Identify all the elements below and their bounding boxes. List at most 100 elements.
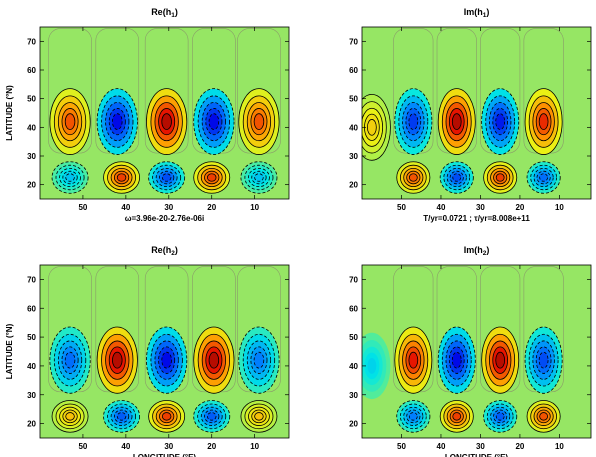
panel-3: 50 40 30 20 10 20 30 40 50 60 70 Re(h2) LATITUDE (°N… bbox=[5, 245, 290, 457]
x-tick-label: 50 bbox=[397, 442, 406, 451]
x-tick-label: 20 bbox=[207, 442, 216, 451]
upper-cell-3 bbox=[437, 326, 476, 394]
x-tick-label: 10 bbox=[250, 203, 259, 212]
x-tick-label: 30 bbox=[164, 442, 173, 451]
plot-frame bbox=[39, 264, 290, 439]
lower-cell-3 bbox=[148, 161, 186, 194]
y-tick-label: 60 bbox=[349, 304, 358, 313]
upper-cell-4 bbox=[481, 326, 520, 394]
lower-cell-4 bbox=[526, 161, 561, 194]
lower-cell-3 bbox=[483, 161, 518, 194]
lower-cell-2 bbox=[439, 400, 474, 433]
x-tick-label: 30 bbox=[164, 203, 173, 212]
plot-frame bbox=[361, 264, 592, 439]
panel-title: Re(h1) bbox=[151, 7, 178, 19]
upper-cell-3 bbox=[146, 326, 188, 394]
y-tick-label: 50 bbox=[349, 333, 358, 342]
y-tick-label: 20 bbox=[349, 420, 358, 429]
y-tick-label: 30 bbox=[349, 391, 358, 400]
lower-cell-4 bbox=[193, 161, 231, 194]
upper-cell-5 bbox=[524, 88, 563, 155]
y-tick-label: 40 bbox=[27, 362, 36, 371]
y-tick-label: 70 bbox=[349, 37, 358, 46]
upper-cell-2 bbox=[96, 326, 138, 394]
y-tick-label: 40 bbox=[349, 123, 358, 132]
lower-cell-4 bbox=[193, 400, 231, 433]
lower-cell-1 bbox=[396, 161, 431, 194]
lower-cell-2 bbox=[439, 161, 474, 194]
lower-cell-5 bbox=[240, 161, 278, 194]
y-tick-label: 50 bbox=[349, 95, 358, 104]
y-tick-label: 30 bbox=[27, 391, 36, 400]
x-tick-label: 40 bbox=[437, 442, 446, 451]
panel-annotation: ω=3.96e-20-2.76e-06i bbox=[125, 214, 204, 223]
y-tick-label: 50 bbox=[27, 333, 36, 342]
y-tick-label: 30 bbox=[27, 152, 36, 161]
panel-title: Im(h2) bbox=[464, 245, 490, 257]
y-tick-label: 40 bbox=[27, 123, 36, 132]
panel-title: Re(h2) bbox=[151, 245, 178, 257]
y-axis-label: LATITUDE (°N) bbox=[5, 85, 14, 141]
x-tick-label: 40 bbox=[121, 203, 130, 212]
y-tick-label: 70 bbox=[349, 275, 358, 284]
x-tick-label: 10 bbox=[250, 442, 259, 451]
upper-cell-5 bbox=[238, 326, 280, 394]
y-tick-label: 20 bbox=[27, 181, 36, 190]
x-tick-label: 20 bbox=[515, 203, 524, 212]
x-tick-label: 50 bbox=[78, 442, 87, 451]
panel-4: 50 40 30 20 10 20 30 40 50 60 70 Im(h2) LONGITUDE (°… bbox=[349, 245, 592, 457]
panel-title: Im(h1) bbox=[464, 7, 490, 19]
y-tick-label: 70 bbox=[27, 275, 36, 284]
upper-cell-5 bbox=[524, 326, 563, 394]
y-axis-label: LATITUDE (°N) bbox=[5, 323, 14, 379]
x-tick-label: 20 bbox=[515, 442, 524, 451]
lower-cell-3 bbox=[483, 400, 518, 433]
upper-cell-1 bbox=[49, 326, 91, 394]
x-tick-label: 50 bbox=[397, 203, 406, 212]
plot-frame bbox=[361, 26, 592, 200]
y-tick-label: 40 bbox=[349, 362, 358, 371]
lower-cell-4 bbox=[526, 400, 561, 433]
upper-cell-3 bbox=[146, 88, 188, 155]
y-tick-label: 60 bbox=[349, 66, 358, 75]
upper-cell-1 bbox=[49, 88, 91, 155]
upper-cell-3 bbox=[437, 88, 476, 155]
x-tick-label: 10 bbox=[555, 442, 564, 451]
plot-frame bbox=[39, 26, 290, 200]
x-tick-label: 30 bbox=[476, 203, 485, 212]
lower-cell-1 bbox=[396, 400, 431, 433]
upper-cell-4 bbox=[193, 326, 235, 394]
lower-cell-1 bbox=[51, 161, 89, 194]
lower-cell-1 bbox=[51, 400, 89, 433]
upper-cell-4 bbox=[481, 88, 520, 155]
x-axis-label: LONGITUDE (°E) bbox=[445, 453, 509, 457]
y-tick-label: 60 bbox=[27, 66, 36, 75]
x-tick-label: 40 bbox=[437, 203, 446, 212]
x-tick-label: 20 bbox=[207, 203, 216, 212]
x-tick-label: 10 bbox=[555, 203, 564, 212]
panel-2: 50 40 30 20 10 20 30 40 50 60 70 Im(h1) T/yr=0.0721 … bbox=[349, 7, 592, 223]
upper-cell-1 bbox=[362, 332, 391, 400]
x-tick-label: 30 bbox=[476, 442, 485, 451]
x-axis-label: LONGITUDE (°E) bbox=[133, 453, 197, 457]
y-tick-label: 20 bbox=[27, 420, 36, 429]
x-tick-label: 40 bbox=[121, 442, 130, 451]
upper-cell-4 bbox=[193, 88, 235, 155]
y-tick-label: 60 bbox=[27, 304, 36, 313]
lower-cell-2 bbox=[103, 161, 140, 194]
upper-cell-2 bbox=[394, 88, 433, 155]
lower-cell-2 bbox=[103, 400, 140, 433]
panel-1: 50 40 30 20 10 20 30 40 50 60 70 Re(h1) LATITUDE (°N… bbox=[5, 7, 290, 223]
lower-cell-5 bbox=[240, 400, 278, 433]
x-tick-label: 50 bbox=[78, 203, 87, 212]
y-tick-label: 50 bbox=[27, 95, 36, 104]
upper-cell-2 bbox=[96, 88, 138, 155]
y-tick-label: 30 bbox=[349, 152, 358, 161]
upper-cell-1 bbox=[362, 93, 391, 161]
upper-cell-5 bbox=[238, 88, 280, 155]
y-tick-label: 70 bbox=[27, 37, 36, 46]
y-tick-label: 20 bbox=[349, 181, 358, 190]
upper-cell-2 bbox=[394, 326, 433, 394]
lower-cell-3 bbox=[148, 400, 186, 433]
